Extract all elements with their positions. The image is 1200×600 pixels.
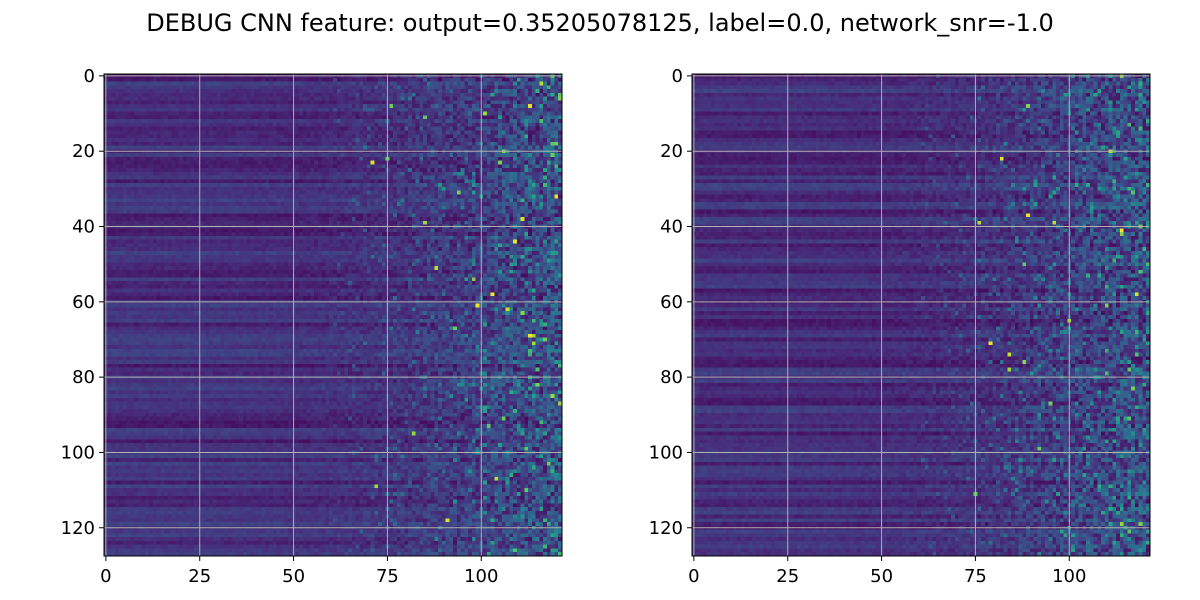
y-tick-label: 120 [649,518,683,539]
y-tick-label: 40 [72,217,95,238]
y-tick-label: 80 [660,367,683,388]
y-tick-label: 20 [72,141,95,162]
y-tick-label: 20 [660,141,683,162]
y-tick-label: 40 [660,217,683,238]
y-tick-label: 120 [61,518,95,539]
y-tick-label: 0 [672,66,683,87]
x-tick-label: 50 [870,566,893,587]
y-tick-label: 60 [72,292,95,313]
x-tick-label: 0 [688,566,699,587]
heatmap-image [104,74,562,556]
heatmap-panel-right: 0 25 50 75 100 0 20 40 60 80 100 120 [649,66,1151,587]
y-tick-label: 100 [649,442,683,463]
heatmap-panel-left: 0 25 50 75 100 0 20 40 60 80 100 120 [61,66,563,587]
y-tick-label: 80 [72,367,95,388]
x-tick-label: 25 [188,566,211,587]
figure-title: DEBUG CNN feature: output=0.35205078125,… [146,9,1054,37]
y-tick-label: 100 [61,442,95,463]
axes-frame [691,73,1151,557]
x-tick-label: 100 [464,566,498,587]
y-tick-label: 60 [660,292,683,313]
y-tick-label: 0 [84,66,95,87]
x-tick-label: 25 [776,566,799,587]
x-tick-label: 50 [282,566,305,587]
x-tick-label: 75 [964,566,987,587]
x-tick-label: 0 [100,566,111,587]
heatmap-image [692,74,1150,556]
x-tick-label: 100 [1052,566,1086,587]
x-tick-label: 75 [376,566,399,587]
axes-frame [103,73,563,557]
